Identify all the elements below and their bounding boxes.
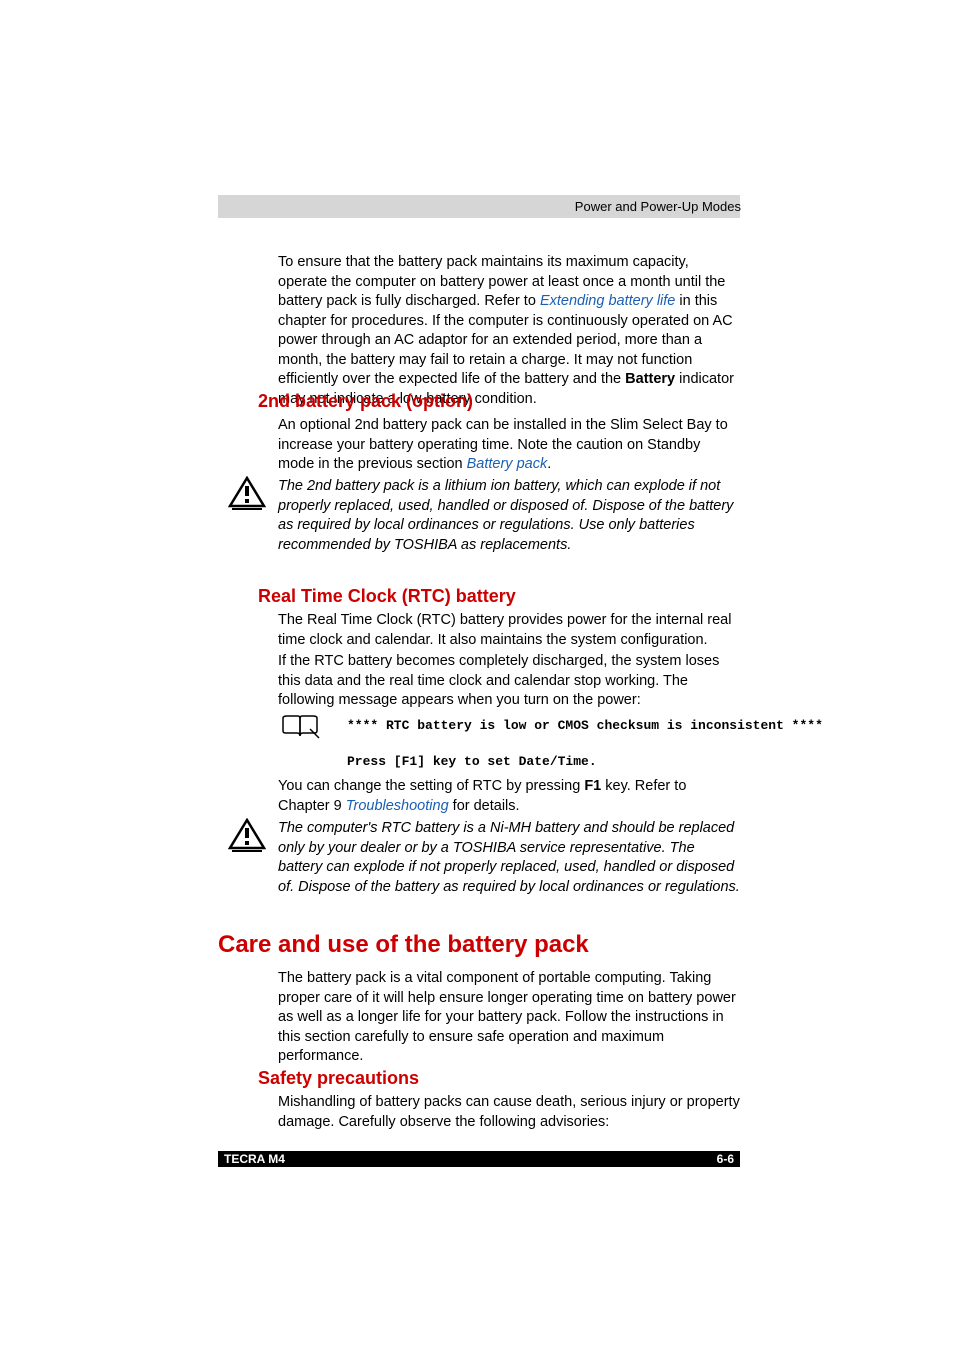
rtc-paragraph-2: If the RTC battery becomes completely di…: [278, 652, 740, 711]
second-battery-text-b: .: [547, 456, 551, 472]
troubleshooting-link[interactable]: Troubleshooting: [346, 798, 449, 814]
header-chapter-title: Power and Power-Up Modes: [575, 199, 741, 214]
caution-icon: [228, 476, 266, 510]
rtc-message-1: **** RTC battery is low or CMOS checksum…: [347, 718, 823, 733]
safety-paragraph-1: Mishandling of battery packs can cause d…: [278, 1093, 740, 1132]
second-battery-warning: The 2nd battery pack is a lithium ion ba…: [278, 477, 740, 555]
rtc-mono-1: **** RTC battery is low or CMOS checksum…: [347, 716, 767, 734]
second-battery-body: An optional 2nd battery pack can be inst…: [278, 416, 740, 475]
rtc-paragraph-3: You can change the setting of RTC by pre…: [278, 777, 740, 816]
intro-bold-battery: Battery: [625, 371, 675, 387]
rtc-p3-a: You can change the setting of RTC by pre…: [278, 778, 584, 794]
heading-rtc-battery: Real Time Clock (RTC) battery: [258, 586, 516, 607]
rtc-paragraph-1: The Real Time Clock (RTC) battery provid…: [278, 611, 740, 650]
footer-page-number: 6-6: [717, 1152, 734, 1166]
rtc-message-2: Press [F1] key to set Date/Time.: [347, 754, 597, 769]
document-page: Power and Power-Up Modes To ensure that …: [0, 0, 954, 1351]
heading-2nd-battery: 2nd battery pack (option): [258, 391, 473, 412]
battery-pack-link[interactable]: Battery pack: [467, 456, 548, 472]
caution-icon: [228, 818, 266, 852]
rtc-mono-2: Press [F1] key to set Date/Time.: [347, 752, 767, 770]
note-book-icon: [280, 714, 320, 740]
rtc-f1-bold: F1: [584, 778, 601, 794]
footer-bar: TECRA M4 6-6: [218, 1151, 740, 1167]
intro-paragraph: To ensure that the battery pack maintain…: [278, 253, 740, 410]
heading-safety-precautions: Safety precautions: [258, 1068, 419, 1089]
care-paragraph-1: The battery pack is a vital component of…: [278, 969, 740, 1067]
rtc-p3-c: for details.: [449, 798, 520, 814]
extending-battery-life-link[interactable]: Extending battery life: [540, 293, 675, 309]
footer-model: TECRA M4: [224, 1152, 285, 1166]
heading-care-and-use: Care and use of the battery pack: [218, 931, 589, 959]
rtc-warning: The computer's RTC battery is a Ni-MH ba…: [278, 819, 740, 897]
